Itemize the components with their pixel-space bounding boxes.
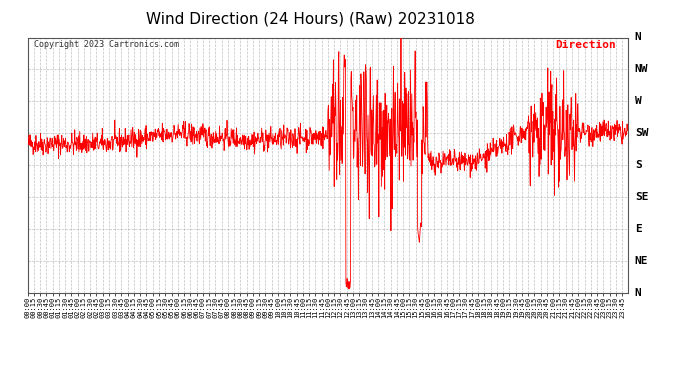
Text: NE: NE [635, 256, 649, 266]
Text: Wind Direction (24 Hours) (Raw) 20231018: Wind Direction (24 Hours) (Raw) 20231018 [146, 11, 475, 26]
Text: SE: SE [635, 192, 649, 202]
Text: NW: NW [635, 64, 649, 74]
Text: S: S [635, 160, 642, 170]
Text: N: N [635, 288, 642, 297]
Text: N: N [635, 33, 642, 42]
Text: W: W [635, 96, 642, 106]
Text: Copyright 2023 Cartronics.com: Copyright 2023 Cartronics.com [34, 40, 179, 49]
Text: SW: SW [635, 128, 649, 138]
Text: E: E [635, 224, 642, 234]
Text: Direction: Direction [555, 40, 616, 50]
